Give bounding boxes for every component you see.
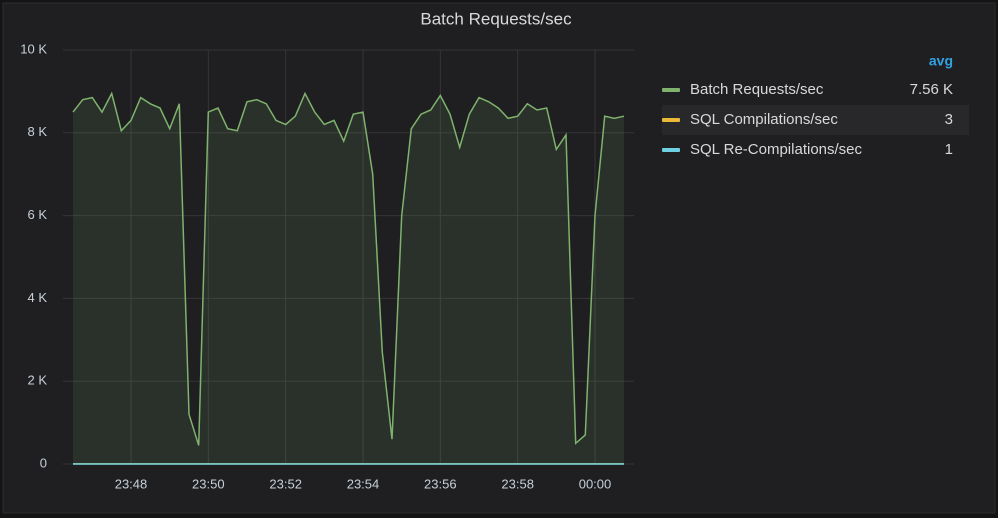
legend-name: SQL Re-Compilations/sec [690, 141, 863, 158]
legend-avg: 7.56 K [910, 81, 953, 98]
legend-avg: 1 [945, 141, 953, 158]
x-tick-label: 23:48 [115, 476, 148, 491]
series-area [73, 93, 624, 464]
legend-swatch [662, 148, 680, 152]
y-tick-label: 8 K [27, 124, 47, 139]
legend-name: SQL Compilations/sec [690, 111, 838, 128]
legend-name: Batch Requests/sec [690, 81, 824, 98]
panel-title: Batch Requests/sec [420, 9, 572, 28]
x-tick-label: 23:56 [424, 476, 457, 491]
legend-swatch [662, 88, 680, 92]
legend-row-highlight [662, 105, 969, 135]
y-tick-label: 10 K [20, 41, 47, 56]
x-tick-label: 00:00 [579, 476, 612, 491]
x-tick-label: 23:54 [347, 476, 380, 491]
y-tick-label: 0 [40, 455, 47, 470]
legend-swatch [662, 118, 680, 122]
x-tick-label: 23:58 [501, 476, 534, 491]
legend-avg: 3 [945, 111, 953, 128]
x-tick-label: 23:52 [269, 476, 302, 491]
y-tick-label: 4 K [27, 290, 47, 305]
y-tick-label: 6 K [27, 207, 47, 222]
series-line [72, 91, 625, 446]
x-tick-label: 23:50 [192, 476, 225, 491]
legend-header: avg [929, 53, 953, 69]
y-tick-label: 2 K [27, 373, 47, 388]
